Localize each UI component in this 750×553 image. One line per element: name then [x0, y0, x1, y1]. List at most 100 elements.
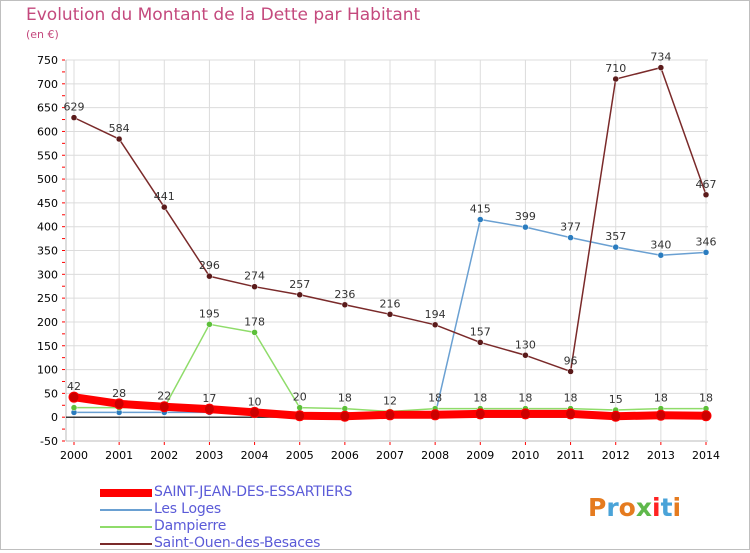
data-point	[206, 272, 213, 280]
y-tick-label: 650	[37, 102, 58, 115]
y-tick-label: 450	[37, 197, 58, 210]
data-point	[251, 283, 258, 290]
data-point	[474, 408, 486, 420]
data-label: 346	[696, 235, 717, 248]
data-label: 18	[428, 392, 442, 405]
x-tick-label: 2004	[241, 449, 269, 462]
x-tick-label: 2014	[692, 449, 720, 462]
data-label: 10	[248, 395, 262, 408]
data-point	[161, 203, 168, 211]
legend-label: Dampierre	[154, 518, 227, 534]
logo-letter: x	[636, 493, 652, 522]
x-tick-label: 2013	[647, 449, 675, 462]
legend-label: Les Loges	[154, 501, 222, 517]
data-point	[68, 391, 80, 403]
data-label: 18	[338, 392, 352, 405]
legend-swatch-saint-jean	[100, 489, 152, 497]
grid	[66, 59, 708, 442]
data-point	[429, 409, 441, 421]
data-point	[519, 408, 531, 420]
data-label: 399	[515, 210, 536, 223]
legend-item-dampierre: Dampierre	[100, 518, 420, 536]
y-tick-label: 700	[37, 78, 58, 91]
x-tick-label: 2006	[331, 449, 359, 462]
x-tick-label: 2012	[602, 449, 630, 462]
data-point	[565, 408, 577, 420]
legend: SAINT-JEAN-DES-ESSARTIERS Les Loges Damp…	[100, 484, 420, 553]
x-tick-label: 2005	[286, 449, 314, 462]
legend-item-les-loges: Les Loges	[100, 501, 420, 519]
x-tick-label: 2003	[195, 449, 223, 462]
data-label: 42	[67, 380, 81, 393]
data-label: 257	[289, 278, 310, 291]
data-point	[249, 406, 261, 418]
x-tick-label: 2000	[60, 449, 88, 462]
chart-title: Evolution du Montant de la Dette par Hab…	[26, 5, 421, 25]
x-tick-label: 2009	[466, 449, 494, 462]
legend-label: Saint-Ouen-des-Besaces	[154, 535, 321, 551]
data-label: 629	[64, 101, 85, 114]
data-point	[655, 409, 667, 421]
logo-letter: i	[673, 493, 682, 522]
y-tick-label: 50	[44, 387, 58, 400]
data-point	[657, 252, 665, 259]
data-point	[341, 301, 349, 309]
y-tick-label: 350	[37, 245, 58, 258]
data-label: 194	[425, 308, 446, 321]
data-point	[612, 243, 619, 251]
legend-item-saint-jean: SAINT-JEAN-DES-ESSARTIERS	[100, 484, 420, 502]
data-label: 20	[293, 391, 307, 404]
data-label: 96	[564, 354, 578, 367]
legend-item-saint-ouen: Saint-Ouen-des-Besaces	[100, 535, 420, 553]
y-tick-label: 250	[37, 292, 58, 305]
data-label: 22	[157, 390, 171, 403]
data-label: 467	[696, 178, 717, 191]
data-label: 18	[518, 392, 532, 405]
data-label: 18	[654, 392, 668, 405]
data-point	[70, 404, 78, 411]
series-4	[70, 64, 710, 375]
x-tick-label: 2008	[421, 449, 449, 462]
data-point	[700, 410, 712, 422]
data-label: 195	[199, 307, 220, 320]
data-point	[158, 401, 170, 413]
logo-letter: t	[661, 493, 673, 522]
data-point	[567, 368, 574, 375]
data-point	[522, 223, 529, 231]
proxiti-logo: Proxiti	[588, 493, 681, 522]
data-point	[70, 114, 78, 121]
data-point	[384, 409, 396, 421]
y-tick-label: 600	[37, 125, 58, 138]
y-tick-label: 750	[37, 54, 58, 67]
data-label: 18	[564, 392, 578, 405]
logo-letter: P	[588, 493, 606, 522]
data-label: 734	[650, 51, 671, 64]
y-tick-label: 150	[37, 340, 58, 353]
logo-text: Proxiti	[588, 493, 681, 522]
y-tick-label: 0	[51, 411, 58, 424]
data-label: 584	[109, 122, 130, 135]
data-point	[702, 249, 710, 256]
logo-letter: o	[619, 493, 636, 522]
y-tick-label: 500	[37, 173, 58, 186]
data-label: 18	[473, 392, 487, 405]
y-tick-label: 100	[37, 364, 58, 377]
x-tick-label: 2010	[511, 449, 539, 462]
legend-swatch-dampierre	[100, 526, 152, 528]
x-tick-label: 2001	[105, 449, 133, 462]
y-tick-label: 200	[37, 316, 58, 329]
data-label: 28	[112, 387, 126, 400]
legend-swatch-saint-ouen	[100, 543, 152, 545]
y-tick-label: 300	[37, 268, 58, 281]
data-point	[657, 64, 665, 71]
data-label: 340	[650, 238, 671, 251]
legend-label: SAINT-JEAN-DES-ESSARTIERS	[154, 484, 353, 500]
data-label: 357	[605, 230, 626, 243]
data-label: 274	[244, 270, 265, 283]
data-point	[386, 311, 394, 318]
data-label: 377	[560, 221, 581, 234]
y-tick-label: -50	[40, 435, 58, 448]
data-label: 441	[154, 190, 175, 203]
data-point	[431, 321, 439, 329]
